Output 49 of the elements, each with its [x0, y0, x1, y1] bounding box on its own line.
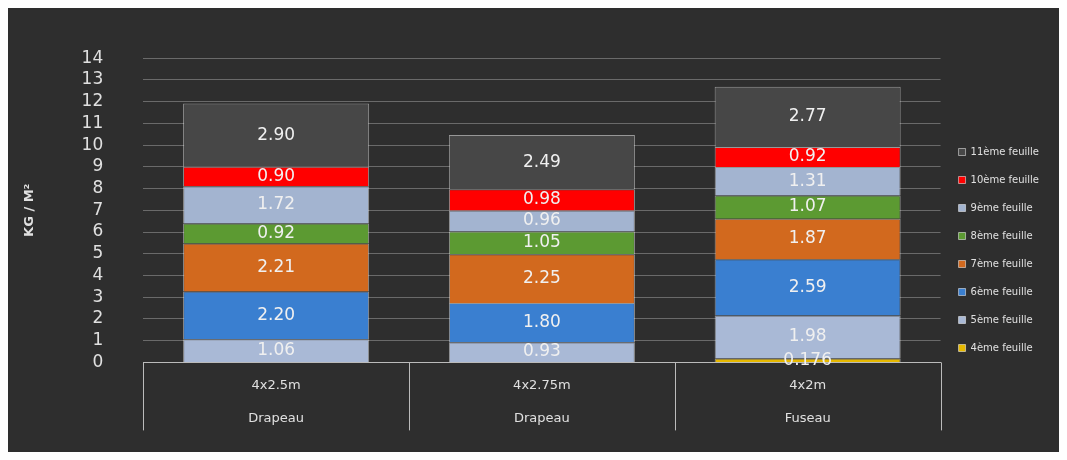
data-label: 1.80 [522, 311, 561, 332]
data-label: 0.92 [257, 221, 296, 242]
data-label: 0.93 [522, 340, 561, 361]
data-label: 0.98 [522, 188, 561, 209]
data-label: 1.06 [257, 339, 296, 360]
legend-label: 5ème feuille [970, 313, 1033, 325]
y-tick-label: 7 [92, 198, 104, 219]
y-tick-label: 4 [92, 263, 104, 284]
legend-label: 10ème feuille [970, 173, 1040, 185]
data-label: 2.59 [788, 275, 827, 296]
legend-label: 6ème feuille [970, 285, 1033, 297]
data-label: 1.07 [788, 195, 827, 216]
legend-label: 4ème feuille [970, 341, 1033, 353]
legend-label: 11ème feuille [970, 145, 1040, 157]
data-label: 2.20 [257, 303, 296, 324]
y-tick-label: 11 [81, 111, 104, 132]
data-label: 2.77 [788, 105, 827, 126]
data-label: 1.72 [257, 193, 296, 214]
data-label: 2.25 [522, 267, 561, 288]
data-label: 2.49 [522, 150, 561, 171]
data-label: 0.96 [522, 209, 561, 230]
y-tick-label: 6 [92, 220, 104, 241]
y-tick-label: 9 [92, 155, 104, 176]
y-tick-label: 12 [81, 90, 104, 111]
data-label: 1.31 [788, 169, 827, 190]
category-label: 4x2.75m Drapeau [513, 376, 571, 426]
y-tick-label: 0 [92, 350, 104, 371]
y-tick-label: 8 [92, 176, 104, 197]
category-label: 4x2.5m Drapeau [248, 376, 305, 426]
data-label: 2.90 [257, 123, 296, 144]
data-label: 1.98 [788, 325, 827, 346]
data-label: 2.21 [257, 255, 296, 276]
legend-label: 7ème feuille [970, 257, 1033, 269]
data-label: 0.90 [257, 164, 296, 185]
y-tick-label: 2 [92, 307, 104, 328]
y-tick-label: 1 [92, 329, 104, 350]
y-tick-label: 10 [81, 133, 104, 154]
data-label: 0.176 [783, 348, 832, 369]
y-tick-label: 5 [92, 242, 104, 263]
data-label: 1.87 [788, 227, 827, 248]
data-label: 0.92 [788, 145, 827, 166]
y-axis-title: KG / M² [21, 183, 37, 237]
y-tick-label: 3 [92, 285, 104, 306]
y-tick-label: 14 [81, 46, 104, 67]
data-label: 1.05 [522, 231, 561, 252]
legend-label: 9ème feuille [970, 201, 1033, 213]
y-tick-label: 13 [81, 68, 104, 89]
legend-label: 8ème feuille [970, 229, 1033, 241]
category-label: 4x2m Fuseau [784, 376, 831, 426]
